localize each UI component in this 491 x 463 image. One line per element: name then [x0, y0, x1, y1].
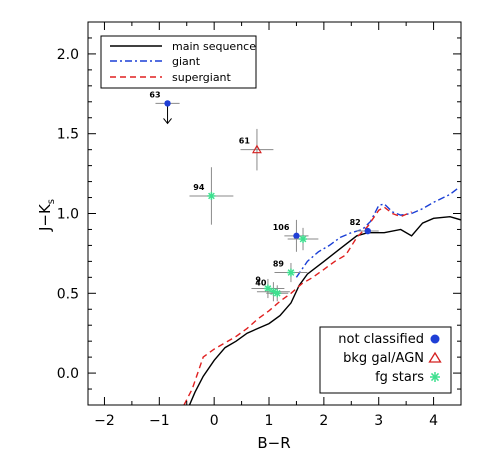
y-axis-title-sub: s	[46, 199, 57, 204]
point-label: 40	[255, 279, 267, 288]
data-point: 9	[251, 276, 285, 299]
curve-supergiant	[183, 206, 412, 405]
class-legend-symbol-fg-stars	[430, 372, 440, 382]
class-legend-label-not-classified: not classified	[338, 332, 424, 347]
class-legend-label-fg-stars: fg stars	[375, 370, 424, 385]
curve-legend-label-supergiant: supergiant	[172, 71, 232, 84]
y-tick-label: 2.0	[57, 47, 79, 63]
class-legend: not classified bkg gal/AGN fg stars	[319, 326, 452, 394]
curve-legend: main sequence giant supergiant	[100, 35, 257, 89]
y-axis-title-main: J−K	[36, 203, 54, 232]
data-point: 89	[273, 260, 308, 283]
point-label: 82	[350, 218, 361, 227]
y-axis-title: J−Ks	[36, 199, 57, 232]
marker-not-classified	[293, 232, 300, 240]
curve-legend-box	[100, 35, 257, 89]
data-point	[266, 285, 289, 302]
points: 63 61 94 106 82 89 940	[149, 90, 379, 302]
marker-fg-stars	[207, 191, 216, 200]
y-tick-label: 0.5	[57, 286, 79, 302]
data-point: 82	[350, 218, 379, 235]
data-point: 61	[239, 128, 274, 171]
marker-not-classified	[164, 100, 171, 107]
point-label: 89	[273, 260, 285, 269]
x-tick-label: 4	[429, 413, 438, 429]
point-label: 106	[273, 223, 290, 232]
marker-fg-stars	[273, 289, 282, 298]
marker-not-classified	[364, 227, 371, 235]
data-point	[287, 227, 319, 251]
y-tick-label: 1.5	[57, 127, 79, 143]
curve-legend-label-giant: giant	[172, 55, 201, 68]
curve-main-sequence	[188, 215, 461, 405]
point-label: 63	[149, 90, 160, 99]
x-tick-label: 0	[210, 413, 219, 429]
point-label: 61	[239, 137, 251, 146]
y-tick-label: 1.0	[57, 207, 79, 223]
data-point: 94	[189, 167, 234, 225]
x-tick-label: −1	[149, 413, 170, 429]
marker-fg-stars	[263, 284, 272, 293]
class-legend-symbol-bkg-gal-agn	[428, 351, 442, 363]
marker-bkg-gal-agn	[251, 144, 262, 154]
class-legend-symbol-not-classified	[430, 334, 440, 344]
curves	[183, 187, 461, 405]
legend-star-glyph	[430, 372, 440, 382]
x-tick-label: 1	[265, 413, 274, 429]
class-legend-label-bkg-gal-agn: bkg gal/AGN	[343, 351, 424, 366]
data-point: 63	[149, 90, 180, 125]
point-label: 9	[255, 276, 261, 285]
axis-ticks: −2 −1 0 1 2 3 4 0.0 0.5 1.0 1.5 2.0	[57, 22, 462, 429]
x-tick-label: −2	[94, 413, 115, 429]
marker-fg-stars	[299, 235, 308, 244]
marker-fg-stars	[286, 268, 295, 277]
y-tick-label: 0.0	[57, 366, 79, 382]
x-axis-title: B−R	[257, 434, 290, 452]
curve-giant	[295, 187, 459, 278]
data-point: 106	[273, 219, 309, 252]
upper-limit-arrowhead	[163, 118, 172, 125]
point-label: 94	[193, 183, 205, 192]
class-legend-box	[319, 326, 452, 394]
curve-legend-label-main-sequence: main sequence	[172, 40, 256, 53]
x-tick-label: 2	[319, 413, 328, 429]
x-tick-label: 3	[374, 413, 383, 429]
